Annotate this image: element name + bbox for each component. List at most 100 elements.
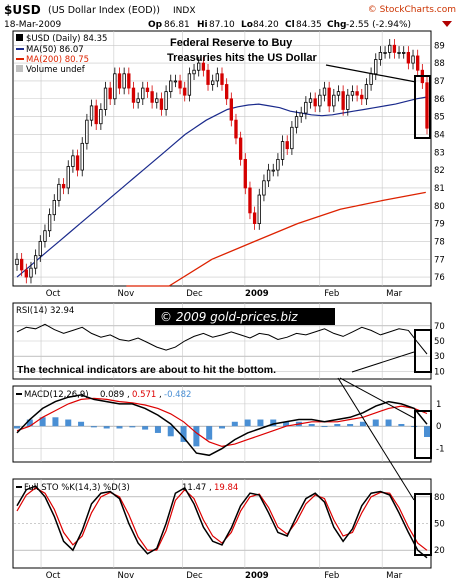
price-candle [103, 87, 108, 110]
price-candle [336, 91, 341, 96]
sto-tick-label: 20 [434, 546, 445, 556]
price-candle [346, 94, 350, 110]
price-candle [322, 87, 327, 96]
sto-month-label: Oct [46, 571, 61, 581]
macd-hist-bar [26, 419, 33, 427]
price-candle [406, 51, 411, 64]
macd-hist-bar [398, 424, 405, 427]
price-tick-label: 87 [434, 77, 445, 87]
sto-label: Full STO %K(14,3) %D(3) [24, 483, 130, 493]
price-candle [238, 137, 243, 160]
price-candle [266, 169, 271, 182]
macd-highlight-box [414, 410, 432, 459]
sto-tick-label: 80 [434, 493, 445, 503]
price-candle [29, 267, 33, 278]
macd-hist-bar [308, 424, 315, 427]
headline-pointer [325, 64, 417, 83]
chart-date: 18-Mar-2009 [4, 20, 62, 30]
price-candle [19, 258, 24, 271]
price-candle [308, 98, 313, 103]
price-candle [402, 51, 406, 54]
price-candle [173, 80, 178, 83]
change-label: Chg [327, 20, 346, 30]
price-month-label: Dec [186, 289, 203, 299]
price-candle [280, 141, 285, 160]
price-candle [243, 158, 247, 189]
macd-hist-bar [180, 426, 187, 442]
legend-ma50: MA(50) 86.07 [26, 45, 84, 55]
price-candle [141, 87, 145, 100]
rsi-tick-label: 30 [434, 352, 445, 362]
sto-comma: , [209, 483, 212, 493]
price-candle [85, 119, 89, 144]
price-candle [360, 94, 364, 100]
price-candle [75, 155, 80, 171]
price-candle [197, 62, 201, 71]
price-tick-label: 86 [434, 95, 445, 105]
macd-signal-line [16, 397, 428, 448]
price-candle [327, 87, 331, 107]
stockcharts-logo[interactable]: © StockCharts.com [368, 5, 456, 15]
chart-symbol: $USD [4, 3, 41, 17]
price-candle [15, 258, 19, 266]
price-tick-label: 85 [434, 113, 445, 123]
price-candle [201, 62, 206, 71]
price-candle [234, 119, 238, 139]
macd-hist-bar [244, 419, 251, 427]
sto-month-label: 2009 [245, 571, 269, 581]
price-tick-label: 82 [434, 166, 445, 176]
price-candle [122, 73, 126, 89]
indicator-note: The technical indicators are about to hi… [17, 364, 276, 376]
quote-bar: Op 86.81 Hi 87.10 Lo 84.20 Cl 84.35 Chg … [148, 20, 452, 30]
chart-name: (US Dollar Index (EOD)) [48, 5, 160, 16]
price-candle [99, 109, 103, 125]
price-candle [61, 183, 66, 189]
macd-hist-bar [154, 426, 161, 433]
macd-hist-bar [424, 426, 430, 438]
price-candle [169, 80, 173, 93]
price-candle [66, 166, 70, 189]
macd-hist-bar [334, 424, 341, 427]
price-candle [392, 44, 397, 53]
sto-x-axis: Oct Nov Dec 2009 Feb Mar [46, 571, 403, 581]
note-pointer-macd [339, 377, 415, 419]
stockcharts-brand[interactable]: © StockCharts.com [368, 5, 456, 15]
sto-legend: Full STO %K(14,3) %D(3) 11.47 , 19.84 [16, 483, 238, 493]
macd-label: MACD(12,26,9) [24, 390, 89, 400]
macd-hist-bar [90, 426, 97, 428]
price-candle [248, 187, 252, 214]
macd-panel: -1 0 1 MACD(12,26,9) 0.089 , 0.571 , -0.48… [12, 377, 444, 463]
price-candle [89, 105, 94, 121]
price-candle [224, 84, 229, 100]
macd-hist-bar [347, 424, 354, 427]
price-candle [285, 141, 289, 150]
price-candle [136, 98, 140, 103]
rsi-panel: 10 30 50 70 RSI(14) 32.94 © 2009 gold-price… [12, 302, 445, 380]
macd-value: 0.089 [100, 390, 124, 400]
price-candle [71, 155, 75, 167]
price-candle [262, 180, 266, 196]
price-candle [192, 69, 196, 75]
price-candle [378, 51, 383, 60]
macd-hist-bar [385, 419, 392, 427]
note-pointer-sto [337, 377, 415, 501]
price-month-label: 2009 [245, 289, 269, 299]
high-label: Hi [197, 20, 208, 30]
legend-swatch-price [16, 34, 23, 41]
close-value: 84.35 [296, 20, 322, 30]
headline-line-1: Federal Reserve to Buy [170, 37, 293, 49]
price-candle [374, 59, 378, 75]
price-grid [14, 31, 430, 286]
price-tick-label: 79 [434, 220, 445, 230]
rsi-highlight-box [414, 329, 432, 373]
legend-ma200: MA(200) 80.75 [26, 55, 89, 65]
price-candle [369, 73, 373, 85]
price-candle [150, 91, 154, 103]
rsi-grid: 10 30 50 70 [14, 303, 445, 379]
price-tick-label: 81 [434, 184, 445, 194]
drop-highlight-box [414, 75, 431, 139]
sto-d-value: 19.84 [214, 483, 238, 493]
price-candle [411, 55, 415, 64]
price-candle [57, 183, 61, 201]
macd-hist-bar [270, 419, 277, 427]
